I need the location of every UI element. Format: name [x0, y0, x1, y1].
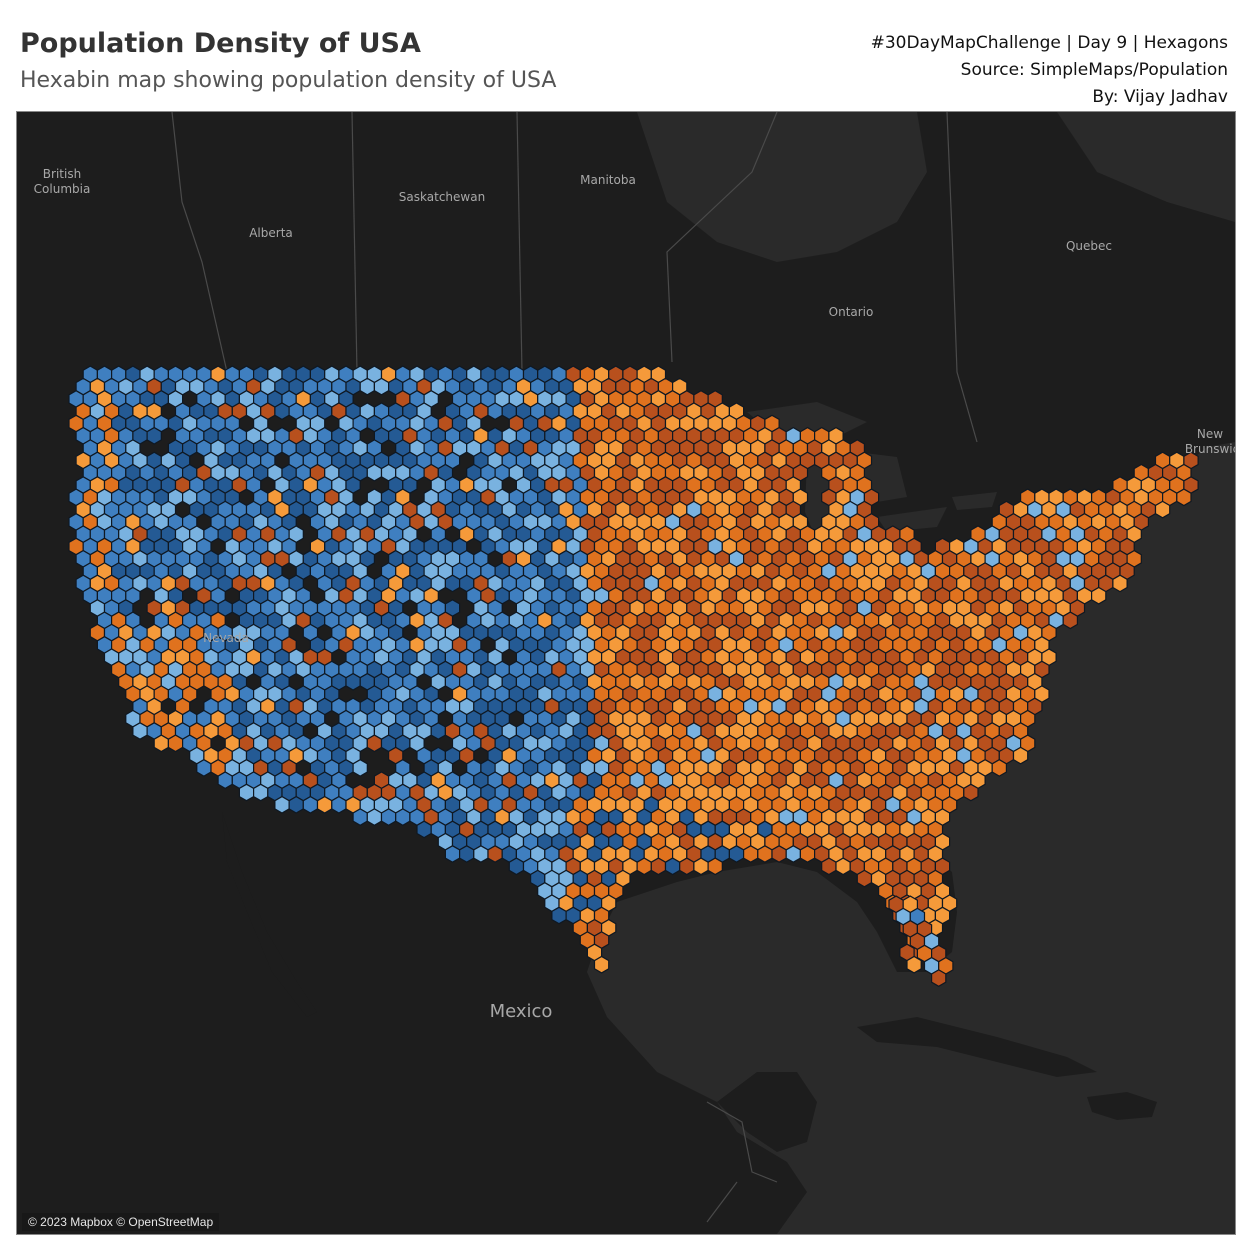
hex-bin[interactable] [316, 795, 333, 814]
hex-bin[interactable] [856, 869, 873, 888]
label-manitoba: Manitoba [580, 173, 636, 187]
guatemala-border [706, 1181, 738, 1223]
hex-bin[interactable] [693, 857, 709, 876]
hex-bin[interactable] [366, 808, 383, 826]
hispaniola-land [1087, 1092, 1157, 1120]
hex-bin[interactable] [742, 845, 759, 863]
hex-bin[interactable] [217, 771, 233, 790]
ontario-quebec-border [946, 112, 978, 443]
alberta-saskatchewan-border [351, 112, 358, 373]
labrador-sea [1057, 112, 1235, 222]
label-ontario: Ontario [829, 305, 874, 319]
hex-bin[interactable] [430, 722, 446, 740]
hex-bin[interactable] [771, 845, 787, 863]
hex-bin[interactable] [153, 734, 169, 753]
hex-bin[interactable] [459, 845, 475, 863]
hex-bin[interactable] [757, 845, 773, 863]
label-new-brunswick-2: Brunswic [1185, 442, 1235, 456]
hex-bin[interactable] [238, 783, 255, 802]
hex-bin[interactable] [345, 672, 361, 691]
hex-bin[interactable] [288, 795, 304, 814]
challenge-credit: #30DayMapChallenge | Day 9 | Hexagons [870, 33, 1228, 53]
hex-bin[interactable] [728, 845, 745, 863]
credits-block: #30DayMapChallenge | Day 9 | Hexagons So… [871, 30, 1228, 111]
hex-bin[interactable] [906, 955, 922, 974]
hex-bin[interactable] [359, 377, 375, 396]
yucatan-land [717, 1072, 817, 1152]
map-subtitle: Hexabin map showing population density o… [20, 68, 557, 93]
hex-bin[interactable] [302, 795, 319, 814]
hex-bin[interactable] [1090, 586, 1107, 605]
province-borders [171, 112, 978, 1223]
hex-bin[interactable] [146, 426, 162, 445]
hex-bin[interactable] [487, 402, 503, 421]
label-british-columbia-1: British [43, 167, 81, 181]
hex-bin[interactable] [930, 969, 947, 987]
hex-bin[interactable] [352, 808, 368, 826]
hex-bin[interactable] [132, 722, 148, 740]
hex-bin[interactable] [551, 906, 567, 925]
hex-bin[interactable] [473, 845, 489, 863]
hudson-bay-water [637, 112, 1235, 262]
hex-bin[interactable] [1112, 574, 1128, 593]
hex-bin[interactable] [416, 820, 432, 839]
hex-bin[interactable] [991, 759, 1008, 777]
hex-bin[interactable] [196, 759, 212, 777]
hex-bin[interactable] [799, 845, 816, 863]
hex-bin[interactable] [487, 845, 503, 863]
author-credit: By: Vijay Jadhav [1092, 87, 1228, 107]
bc-alberta-border [171, 112, 228, 373]
hex-bin[interactable] [274, 402, 290, 421]
hex-bin[interactable] [707, 857, 723, 876]
hex-bin[interactable] [835, 857, 851, 876]
hex-bin[interactable] [1154, 500, 1171, 519]
hex-bin[interactable] [395, 808, 411, 826]
hudson-bay [637, 112, 927, 262]
hex-bin[interactable] [352, 759, 368, 777]
hex-bin[interactable] [380, 808, 397, 826]
map-canvas[interactable]: British Columbia Alberta Saskatchewan Ma… [17, 112, 1235, 1234]
hex-bin[interactable] [821, 857, 837, 876]
hex-bin[interactable] [664, 857, 681, 876]
source-credit: Source: SimpleMaps/Population [960, 60, 1228, 80]
hex-bin[interactable] [785, 845, 802, 863]
hex-bin[interactable] [636, 857, 652, 876]
hex-bin[interactable] [366, 463, 383, 482]
label-new-brunswick-1: New [1197, 427, 1223, 441]
hex-bin[interactable] [679, 857, 695, 876]
hex-bin[interactable] [593, 955, 610, 974]
cuba-land [857, 1017, 1097, 1077]
hex-bin[interactable] [366, 734, 383, 753]
label-alberta: Alberta [249, 226, 293, 240]
lake-ontario [952, 492, 997, 510]
label-nevada: Nevada [203, 631, 249, 645]
label-quebec: Quebec [1066, 239, 1112, 253]
hex-bin[interactable] [274, 795, 290, 814]
manitoba-ontario-border [666, 112, 778, 363]
label-saskatchewan: Saskatchewan [399, 190, 485, 204]
map-view[interactable]: British Columbia Alberta Saskatchewan Ma… [16, 111, 1236, 1235]
hex-bin[interactable] [167, 734, 184, 753]
hex-bin[interactable] [1012, 746, 1029, 765]
hex-bin[interactable] [650, 857, 667, 876]
label-british-columbia-2: Columbia [34, 182, 91, 196]
hex-bin[interactable] [253, 783, 269, 802]
map-place-labels: British Columbia Alberta Saskatchewan Ma… [34, 167, 1235, 1022]
hexbin-layer[interactable] [68, 365, 1199, 987]
map-title: Population Density of USA [20, 28, 421, 59]
lake-erie [877, 507, 947, 532]
label-mexico: Mexico [490, 1001, 553, 1022]
hex-bin[interactable] [331, 795, 347, 814]
central-america-border [706, 1101, 778, 1183]
hex-bin[interactable] [1176, 488, 1192, 507]
saskatchewan-manitoba-border [516, 112, 523, 373]
hex-bin[interactable] [963, 783, 979, 802]
hex-bin[interactable] [444, 574, 461, 593]
hex-bin[interactable] [373, 377, 390, 396]
hex-bin[interactable] [508, 857, 525, 876]
map-attribution[interactable]: © 2023 Mapbox © OpenStreetMap [22, 1213, 220, 1231]
hex-bin[interactable] [1062, 611, 1079, 630]
hex-bin[interactable] [444, 845, 461, 863]
